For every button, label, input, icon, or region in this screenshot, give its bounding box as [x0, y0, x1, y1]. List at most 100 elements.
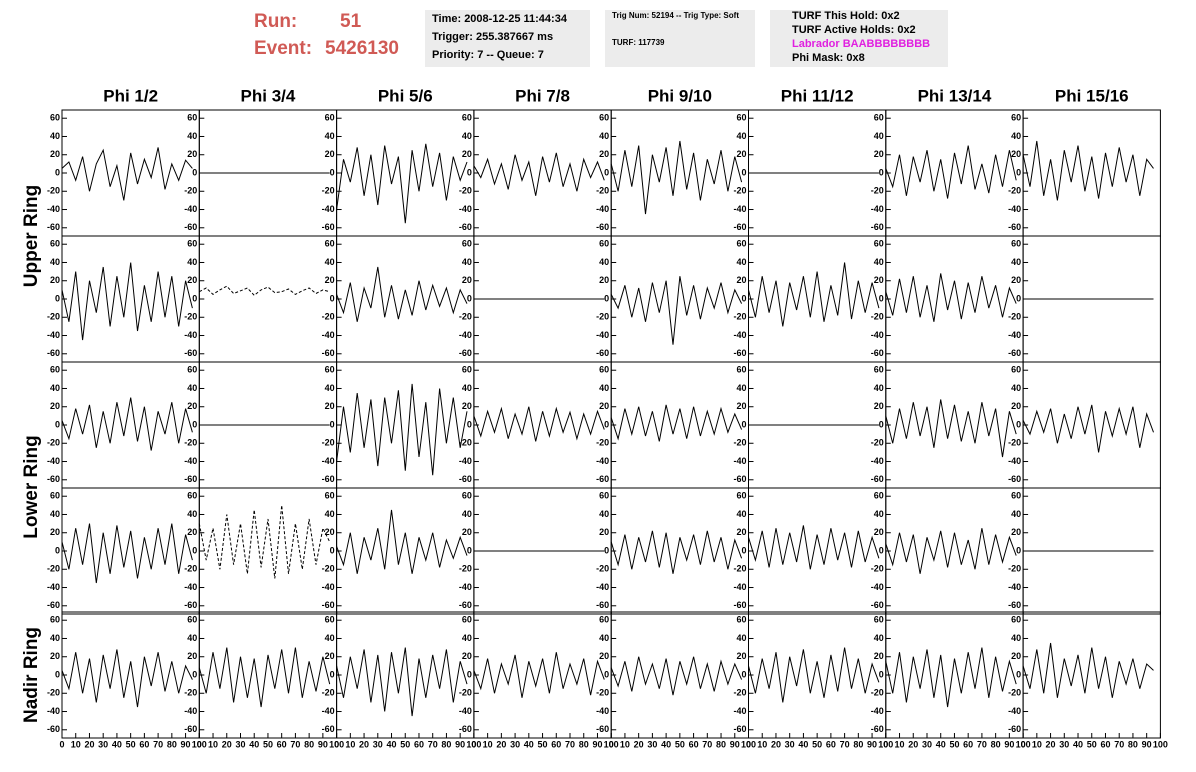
y-tick-label: -20	[733, 688, 746, 698]
y-tick-label: -40	[322, 706, 335, 716]
y-tick-label: 60	[187, 491, 197, 501]
x-tick-label: 60	[139, 739, 149, 749]
y-tick-label: -60	[871, 348, 884, 358]
y-tick-label: 0	[741, 167, 746, 177]
y-tick-label: -40	[871, 204, 884, 214]
y-tick-label: 40	[187, 509, 197, 519]
y-tick-label: 60	[325, 491, 335, 501]
y-tick-label: 40	[1011, 131, 1021, 141]
y-tick-label: -20	[871, 688, 884, 698]
y-tick-label: 40	[1011, 509, 1021, 519]
x-tick-label: 0	[883, 739, 888, 749]
y-tick-label: 20	[874, 527, 884, 537]
panel-frame	[885, 611, 1024, 739]
y-tick-label: -20	[459, 564, 472, 574]
x-tick-label: 30	[373, 739, 383, 749]
y-tick-label: 60	[187, 365, 197, 375]
y-tick-label: 0	[741, 293, 746, 303]
y-tick-label: -20	[733, 312, 746, 322]
y-tick-label: 0	[741, 545, 746, 555]
y-tick-label: -40	[459, 330, 472, 340]
x-tick-label: 50	[126, 739, 136, 749]
y-tick-label: -40	[733, 582, 746, 592]
y-tick-label: 60	[736, 615, 746, 625]
y-tick-label: -20	[1008, 688, 1021, 698]
run-label: Run:	[254, 11, 297, 32]
y-tick-label: 20	[462, 149, 472, 159]
y-tick-label: -60	[1008, 222, 1021, 232]
y-tick-label: 60	[736, 113, 746, 123]
y-tick-label: -60	[47, 724, 60, 734]
y-tick-label: 60	[1011, 113, 1021, 123]
y-tick-label: -60	[322, 348, 335, 358]
x-tick-label: 10	[620, 739, 630, 749]
waveform	[885, 145, 1017, 199]
y-tick-label: 60	[50, 113, 60, 123]
y-tick-label: 60	[50, 491, 60, 501]
x-tick-label: 70	[977, 739, 987, 749]
x-tick-label: 30	[785, 739, 795, 749]
y-tick-label: 60	[874, 239, 884, 249]
y-tick-label: 20	[187, 527, 197, 537]
y-tick-label: -20	[322, 312, 335, 322]
x-tick-label: 20	[908, 739, 918, 749]
y-tick-label: -60	[871, 474, 884, 484]
y-tick-label: 0	[1016, 293, 1021, 303]
waveform	[336, 647, 468, 717]
x-tick-label: 80	[167, 739, 177, 749]
x-tick-label: 50	[812, 739, 822, 749]
x-tick-label: 40	[936, 739, 946, 749]
y-tick-label: 20	[187, 149, 197, 159]
y-tick-label: 20	[325, 651, 335, 661]
y-tick-label: 40	[599, 509, 609, 519]
y-tick-label: 0	[467, 669, 472, 679]
y-tick-label: 0	[604, 167, 609, 177]
panel-frame	[336, 109, 475, 237]
y-tick-label: -20	[47, 438, 60, 448]
y-tick-label: -60	[1008, 348, 1021, 358]
info-box	[605, 10, 755, 67]
y-tick-label: -40	[322, 582, 335, 592]
y-tick-label: 40	[736, 633, 746, 643]
x-tick-label: 0	[197, 739, 202, 749]
y-tick-label: 20	[462, 401, 472, 411]
y-tick-label: 0	[55, 167, 60, 177]
panel-frame	[336, 611, 475, 739]
y-tick-label: -40	[47, 456, 60, 466]
y-tick-label: -60	[733, 474, 746, 484]
panel-frame	[885, 487, 1024, 615]
y-tick-label: 20	[736, 651, 746, 661]
y-tick-label: -20	[871, 438, 884, 448]
y-tick-label: 0	[192, 167, 197, 177]
y-tick-label: 40	[736, 509, 746, 519]
waveform	[473, 152, 605, 196]
y-tick-label: 0	[330, 419, 335, 429]
y-tick-label: 20	[736, 527, 746, 537]
y-tick-label: 60	[1011, 491, 1021, 501]
panel-frame	[1022, 361, 1161, 489]
y-tick-label: 0	[1016, 669, 1021, 679]
y-tick-label: -40	[47, 706, 60, 716]
x-tick-label: 90	[730, 739, 740, 749]
y-tick-label: -60	[1008, 724, 1021, 734]
x-tick-label: 30	[98, 739, 108, 749]
waveform	[61, 147, 193, 201]
y-tick-label: 40	[462, 131, 472, 141]
y-tick-label: -60	[184, 724, 197, 734]
y-tick-label: 40	[50, 383, 60, 393]
y-tick-label: 0	[604, 545, 609, 555]
y-tick-label: 20	[462, 651, 472, 661]
x-tick-label: 60	[414, 739, 424, 749]
panel-frame	[748, 611, 887, 739]
panel-frame	[61, 109, 200, 237]
y-tick-label: 40	[462, 509, 472, 519]
y-tick-label: -60	[322, 600, 335, 610]
y-tick-label: -40	[459, 582, 472, 592]
x-tick-label: 0	[609, 739, 614, 749]
x-tick-label: 90	[1142, 739, 1152, 749]
y-tick-label: -60	[459, 222, 472, 232]
x-tick-label: 50	[538, 739, 548, 749]
y-tick-label: -40	[184, 706, 197, 716]
waveform	[336, 143, 468, 224]
x-tick-label: 20	[634, 739, 644, 749]
